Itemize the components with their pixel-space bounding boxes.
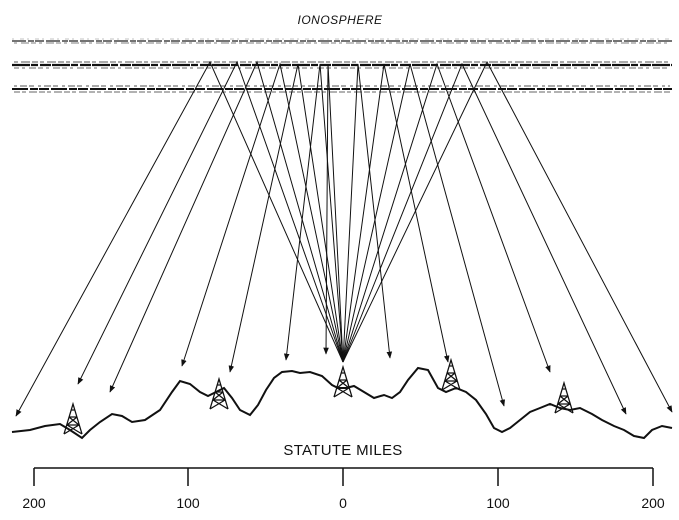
radio-ray-4 — [181, 62, 344, 367]
scale-tick-label: 100 — [486, 495, 510, 511]
receiver-tower-3 — [441, 357, 461, 391]
radio-ray-10 — [342, 63, 506, 407]
receiver-tower-4 — [554, 380, 574, 414]
receiver-tower-2 — [209, 376, 229, 410]
scale-tick-label: 200 — [22, 495, 46, 511]
radio-ray-2 — [77, 60, 344, 385]
radio-ray-8 — [342, 63, 393, 363]
ionosphere-label: IONOSPHERE — [297, 13, 383, 27]
receiver-tower-1 — [63, 401, 83, 435]
terrain-profile — [11, 366, 673, 440]
distance-scale: 200 100 0 100 200 — [22, 467, 665, 511]
transmitter-tower-center — [333, 364, 353, 398]
radio-ray-9 — [342, 63, 450, 363]
scale-tick-label: 200 — [641, 495, 665, 511]
scale-tick-label: 100 — [176, 495, 200, 511]
radio-ray-1 — [15, 60, 344, 417]
ionosphere-band-2 — [12, 61, 672, 69]
ionosphere-band-1 — [12, 38, 672, 44]
ionosphere-layers — [12, 38, 672, 93]
radio-ray-7 — [323, 63, 344, 363]
radio-ray-3 — [109, 60, 344, 393]
radio-wave-rays — [15, 60, 673, 417]
ionosphere-band-3 — [12, 85, 672, 93]
radio-ray-5 — [228, 63, 344, 373]
radio-ray-6 — [283, 63, 344, 363]
scale-tick-label: 0 — [339, 495, 347, 511]
scale-title: STATUTE MILES — [283, 442, 402, 459]
radio-ray-12 — [342, 62, 627, 415]
radio-ray-11 — [342, 62, 551, 373]
radio-ray-13 — [342, 60, 673, 413]
